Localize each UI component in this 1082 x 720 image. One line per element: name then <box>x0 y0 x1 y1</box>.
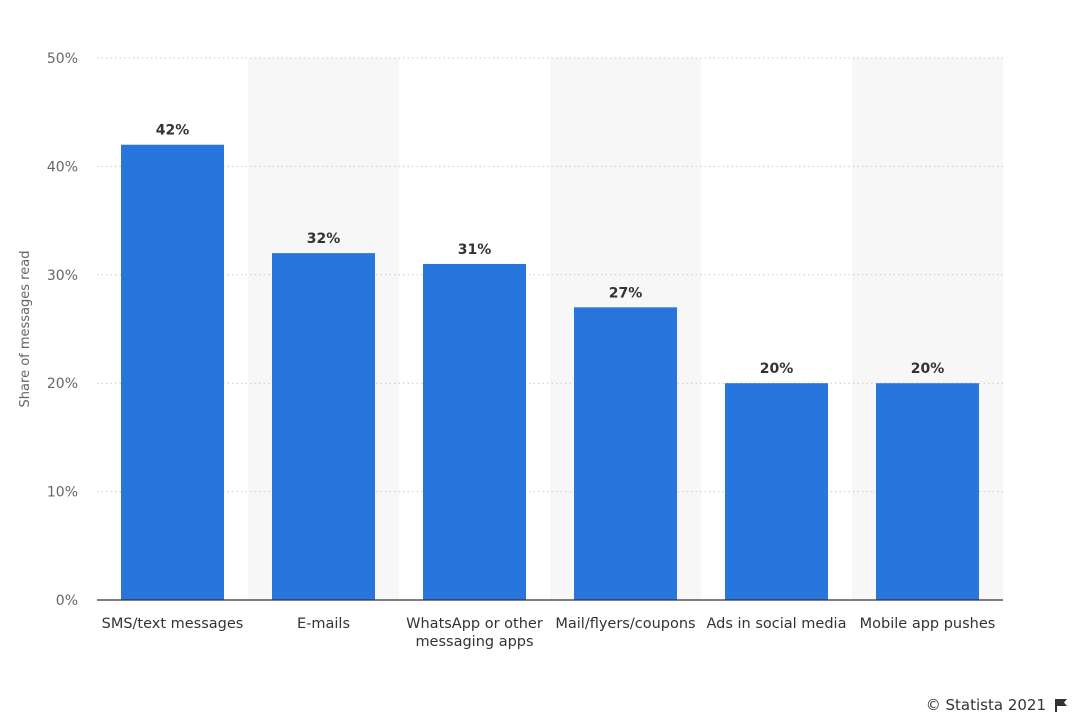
bar[interactable] <box>725 383 828 600</box>
y-tick-label: 50% <box>47 51 78 67</box>
y-tick-label: 40% <box>47 159 78 175</box>
data-label: 20% <box>760 361 794 377</box>
x-tick-label: Mail/flyers/coupons <box>555 616 695 632</box>
bar[interactable] <box>876 383 979 600</box>
credit-text: © Statista 2021 <box>925 696 1046 714</box>
x-tick-label: WhatsApp or other messaging apps <box>406 616 543 650</box>
y-tick-label: 20% <box>47 376 78 392</box>
data-label: 20% <box>911 361 945 377</box>
data-label: 32% <box>307 231 341 247</box>
bar[interactable] <box>121 144 224 600</box>
data-label: 31% <box>458 242 492 258</box>
y-axis-label: Share of messages read <box>18 251 33 408</box>
y-tick-label: 30% <box>47 268 78 284</box>
x-tick-label: Mobile app pushes <box>860 616 996 632</box>
data-label: 27% <box>609 285 643 301</box>
source-credit: © Statista 2021 <box>926 696 1068 714</box>
bar[interactable] <box>574 307 677 600</box>
x-tick-label: Ads in social media <box>707 616 847 632</box>
data-label: 42% <box>156 123 190 139</box>
bar[interactable] <box>423 263 526 600</box>
bar-chart: 0% 10% 20% 30% 40% 50% 42% 32% 31% 27% 20% 20% SMS… <box>18 51 1003 650</box>
y-tick-label: 10% <box>47 485 78 501</box>
x-tick-label: E-mails <box>297 616 350 632</box>
y-tick-label: 0% <box>56 593 78 609</box>
bar[interactable] <box>272 253 375 600</box>
x-tick-label: SMS/text messages <box>102 616 244 632</box>
flag-icon[interactable] <box>1054 698 1068 712</box>
